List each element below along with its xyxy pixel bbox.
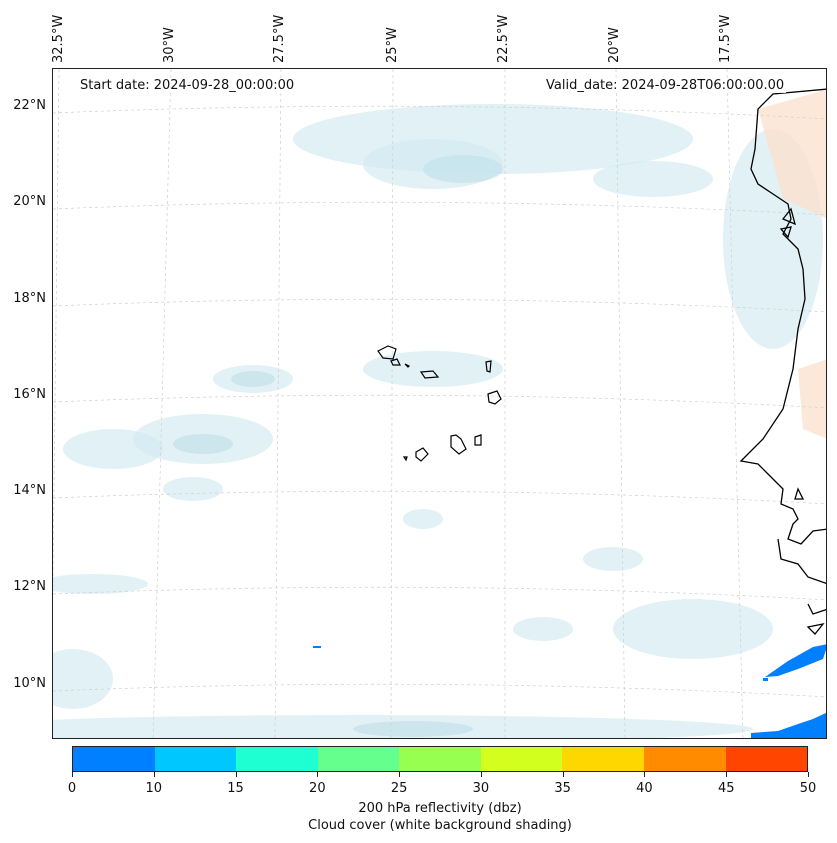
colorbar-tick-label: 35 [554,781,571,796]
parallel-line [53,105,826,120]
colorbar-title-line2: Cloud cover (white background shading) [308,818,572,833]
graticule [53,69,826,738]
colorbar-segment [643,747,726,771]
longitude-label: 20°W [607,27,622,63]
colorbar-segment [725,747,808,771]
colorbar-tick [808,772,809,777]
colorbar-tick [235,772,237,777]
colorbar-tick-label: 50 [799,781,817,796]
colorbar-tick [317,772,319,777]
colorbar-segment [399,747,481,771]
colorbar-tick [562,772,564,777]
start-date-label: Start date: 2024-09-28_00:00:00 [78,78,297,93]
colorbar-tick [644,772,646,777]
colorbar-tick [480,772,482,777]
parallel-line [53,201,826,216]
colorbar-segment [317,747,400,771]
latitude-label: 22°N [13,98,46,113]
cloud-cover-dark-shading [173,155,503,737]
longitude-label: 22.5°W [496,14,511,63]
meridian-line [53,69,60,602]
colorbar-tick-label: 45 [717,781,735,796]
parallel-line [53,586,826,601]
colorbar-tick [726,772,728,777]
colorbar-title-line1: 200 hPa reflectivity (dbz) [358,801,522,816]
colorbar-tick [399,772,401,777]
latitude-label: 10°N [13,676,46,691]
colorbar-segment [562,747,644,771]
latitude-label: 14°N [13,483,46,498]
meridian-line [390,69,394,738]
parallel-line [53,490,826,505]
colorbar-tick-label: 20 [309,781,326,796]
map-canvas [53,69,826,738]
longitude-label: 32.5°W [51,14,66,63]
meridian-line [615,69,626,738]
colorbar-tick-label: 25 [390,781,408,796]
reflectivity-cells [313,644,826,738]
colorbar-segment [73,747,155,771]
latitude-label: 20°N [13,194,46,209]
colorbar-tick-label: 30 [472,781,490,796]
colorbar-segment [154,747,237,771]
colorbar-tick [72,772,73,777]
meridian-line [274,69,282,738]
meridian-line [726,69,744,738]
colorbar-tick-label: 40 [636,781,653,796]
colorbar-segment [480,747,563,771]
map-panel[interactable] [52,68,827,739]
colorbar [72,746,808,772]
colorbar-tick-label: 0 [67,781,77,796]
longitude-label: 30°W [162,27,177,63]
coastline [739,88,826,635]
latitude-label: 12°N [13,579,46,594]
longitude-label: 25°W [385,27,400,63]
parallel-line [53,394,826,409]
longitude-label: 27.5°W [272,14,287,63]
colorbar-segment [236,747,318,771]
parallel-line [53,683,826,698]
land-surface-shading [758,89,826,439]
latitude-label: 16°N [13,387,46,402]
meridian-line [152,69,172,738]
colorbar-tick-label: 15 [227,781,244,796]
parallel-line [53,298,826,313]
valid-date-label: Valid_date: 2024-09-28T06:00:00.00 [544,78,787,93]
longitude-label: 17.5°W [718,14,733,63]
colorbar-tick-label: 10 [145,781,163,796]
cloud-cover-shading [53,104,823,738]
latitude-label: 18°N [13,291,46,306]
islands [377,345,502,462]
colorbar-tick [153,772,155,777]
